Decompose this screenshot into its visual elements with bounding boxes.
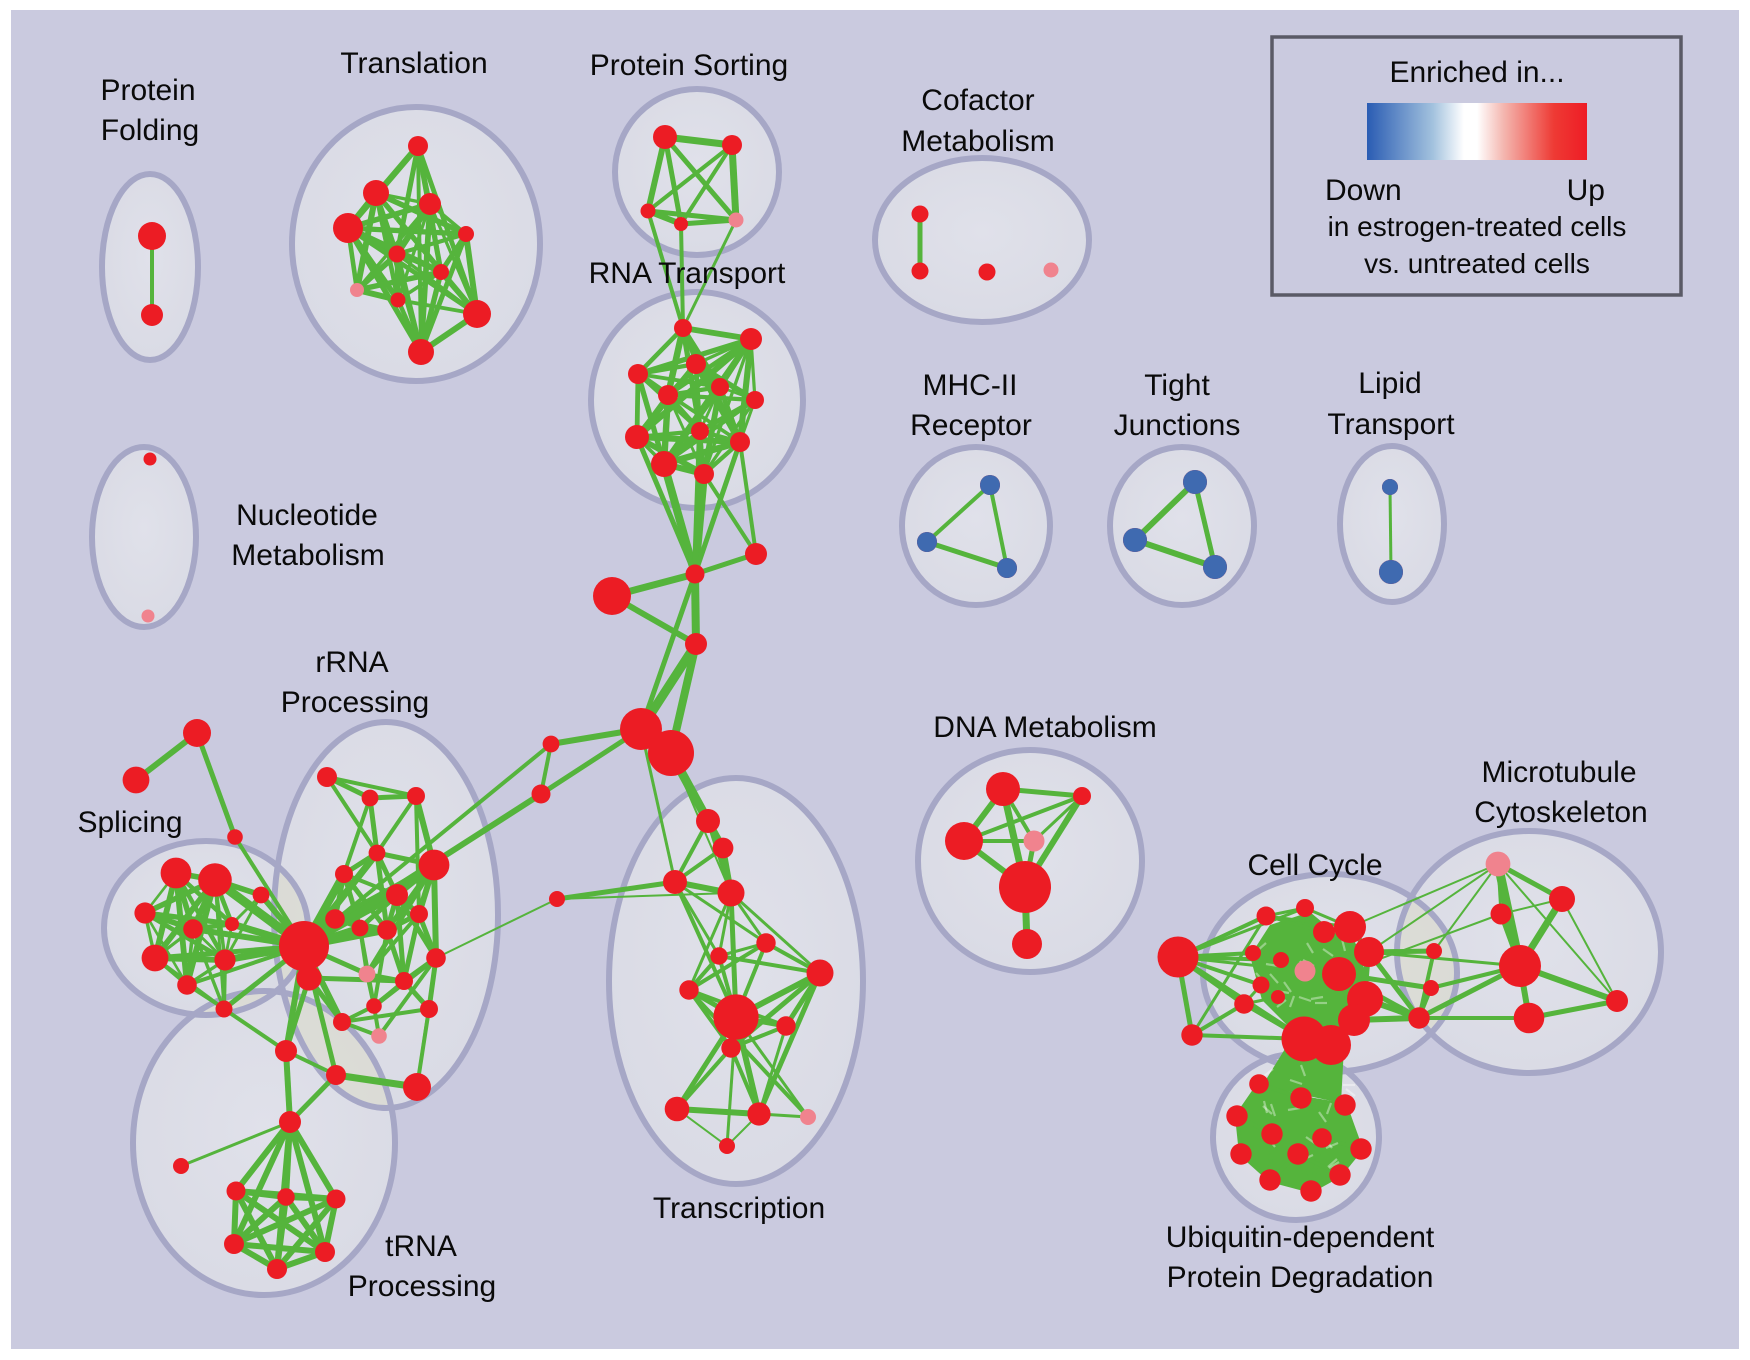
svg-text:Metabolism: Metabolism [231, 539, 384, 572]
svg-text:Microtubule: Microtubule [1481, 756, 1636, 789]
svg-text:Ubiquitin-dependent: Ubiquitin-dependent [1166, 1221, 1435, 1254]
svg-text:Protein Sorting: Protein Sorting [590, 49, 788, 82]
svg-text:Enriched in...: Enriched in... [1389, 56, 1564, 89]
svg-text:Protein Degradation: Protein Degradation [1167, 1261, 1434, 1294]
svg-text:in estrogen-treated cells: in estrogen-treated cells [1328, 211, 1627, 242]
svg-text:Transport: Transport [1327, 408, 1455, 441]
svg-text:vs. untreated cells: vs. untreated cells [1364, 248, 1590, 279]
svg-text:Receptor: Receptor [910, 409, 1032, 442]
svg-text:Lipid: Lipid [1358, 367, 1421, 400]
svg-text:Cytoskeleton: Cytoskeleton [1474, 796, 1647, 829]
svg-text:Cofactor: Cofactor [921, 84, 1034, 117]
svg-text:Folding: Folding [101, 114, 199, 147]
svg-text:Transcription: Transcription [653, 1192, 825, 1225]
svg-text:Metabolism: Metabolism [901, 125, 1054, 158]
svg-text:Nucleotide: Nucleotide [236, 499, 378, 532]
svg-text:Down: Down [1325, 174, 1402, 207]
svg-text:Up: Up [1567, 174, 1605, 207]
svg-text:Splicing: Splicing [77, 806, 182, 839]
svg-text:DNA Metabolism: DNA Metabolism [933, 711, 1156, 744]
svg-text:RNA Transport: RNA Transport [589, 257, 786, 290]
svg-text:Translation: Translation [340, 47, 487, 80]
svg-text:Tight: Tight [1144, 369, 1210, 402]
svg-text:MHC-II: MHC-II [923, 369, 1018, 402]
svg-text:tRNA: tRNA [385, 1230, 457, 1263]
svg-text:rRNA: rRNA [315, 646, 388, 679]
svg-text:Processing: Processing [281, 686, 429, 719]
svg-text:Processing: Processing [348, 1270, 496, 1303]
svg-text:Cell Cycle: Cell Cycle [1247, 849, 1382, 882]
svg-text:Junctions: Junctions [1114, 409, 1241, 442]
svg-text:Protein: Protein [100, 74, 195, 107]
